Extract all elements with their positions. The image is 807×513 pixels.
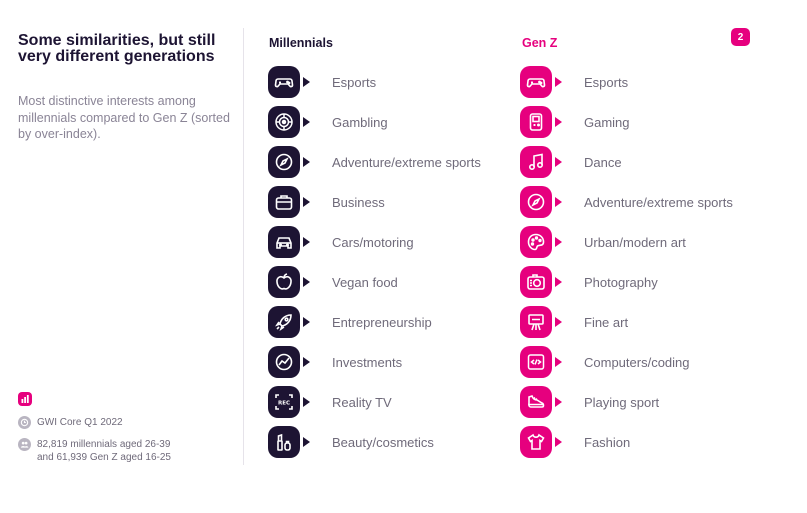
rocket-icon: [268, 306, 300, 338]
list-item: Adventure/extreme sports: [520, 184, 780, 220]
arrow-right-icon: [303, 117, 310, 127]
genz-column-title: Gen Z: [522, 36, 558, 50]
list-item: Vegan food: [268, 264, 528, 300]
source-text: GWI Core Q1 2022: [37, 417, 123, 428]
sneaker-icon: [520, 386, 552, 418]
gamepad-icon: [520, 66, 552, 98]
palette-icon: [520, 226, 552, 258]
sample-line-1: 82,819 millennials aged 26-39: [37, 439, 171, 450]
item-label: Urban/modern art: [584, 234, 686, 250]
list-item: Adventure/extreme sports: [268, 144, 528, 180]
arrow-right-icon: [555, 317, 562, 327]
arrow-right-icon: [303, 157, 310, 167]
list-item: Computers/coding: [520, 344, 780, 380]
easel-icon: [520, 306, 552, 338]
arrow-right-icon: [303, 277, 310, 287]
item-label: Computers/coding: [584, 354, 690, 370]
list-item: Photography: [520, 264, 780, 300]
arrow-right-icon: [303, 237, 310, 247]
millennials-column-title: Millennials: [269, 36, 333, 50]
svg-text:REC: REC: [278, 401, 290, 407]
column-divider: [243, 28, 244, 465]
item-label: Entrepreneurship: [332, 314, 432, 330]
page-number-badge: 2: [731, 28, 750, 46]
source-row: GWI Core Q1 2022: [18, 416, 123, 429]
item-label: Fashion: [584, 434, 631, 450]
arrow-right-icon: [303, 317, 310, 327]
handheld-console-icon: [520, 106, 552, 138]
item-label: Cars/motoring: [332, 234, 414, 250]
chart-bars-icon: [18, 392, 32, 406]
page-subtitle: Most distinctive interests among millenn…: [18, 94, 230, 141]
arrow-right-icon: [555, 77, 562, 87]
arrow-right-icon: [555, 397, 562, 407]
sample-line-2: and 61,939 Gen Z aged 16-25: [37, 452, 171, 463]
item-label: Esports: [332, 74, 377, 90]
cosmetics-icon: [268, 426, 300, 458]
roulette-icon: [268, 106, 300, 138]
clock-icon: [18, 416, 31, 429]
item-label: Fine art: [584, 314, 629, 330]
item-label: Vegan food: [332, 274, 398, 290]
list-item: Investments: [268, 344, 528, 380]
item-label: Reality TV: [332, 394, 392, 410]
arrow-right-icon: [555, 437, 562, 447]
compass-icon: [520, 186, 552, 218]
arrow-right-icon: [555, 157, 562, 167]
list-item: Urban/modern art: [520, 224, 780, 260]
list-item: Cars/motoring: [268, 224, 528, 260]
item-label: Adventure/extreme sports: [584, 194, 733, 210]
gamepad-icon: [268, 66, 300, 98]
item-label: Business: [332, 194, 385, 210]
rec-icon: REC: [268, 386, 300, 418]
list-item: Gaming: [520, 104, 780, 140]
page-title: Some similarities, but still very differ…: [18, 32, 216, 65]
arrow-right-icon: [555, 277, 562, 287]
item-label: Beauty/cosmetics: [332, 434, 434, 450]
arrow-right-icon: [555, 237, 562, 247]
arrow-right-icon: [303, 197, 310, 207]
list-item: REC Reality TV: [268, 384, 528, 420]
arrow-right-icon: [303, 357, 310, 367]
list-item: Esports: [268, 64, 528, 100]
code-icon: [520, 346, 552, 378]
people-icon: [18, 438, 31, 451]
item-label: Dance: [584, 154, 622, 170]
list-item: Business: [268, 184, 528, 220]
briefcase-icon: [268, 186, 300, 218]
item-label: Playing sport: [584, 394, 660, 410]
list-item: Esports: [520, 64, 780, 100]
sample-row: 82,819 millennials aged 26-39 and 61,939…: [18, 438, 171, 464]
camera-icon: [520, 266, 552, 298]
arrow-right-icon: [303, 77, 310, 87]
list-item: Fine art: [520, 304, 780, 340]
car-icon: [268, 226, 300, 258]
arrow-right-icon: [555, 357, 562, 367]
item-label: Gambling: [332, 114, 388, 130]
arrow-right-icon: [555, 197, 562, 207]
compass-icon: [268, 146, 300, 178]
arrow-right-icon: [303, 397, 310, 407]
chart-icon: [268, 346, 300, 378]
arrow-right-icon: [555, 117, 562, 127]
list-item: Playing sport: [520, 384, 780, 420]
apple-icon: [268, 266, 300, 298]
list-item: Entrepreneurship: [268, 304, 528, 340]
item-label: Gaming: [584, 114, 630, 130]
arrow-right-icon: [303, 437, 310, 447]
item-label: Investments: [332, 354, 403, 370]
sample-text: 82,819 millennials aged 26-39 and 61,939…: [37, 438, 171, 464]
item-label: Esports: [584, 74, 629, 90]
list-item: Dance: [520, 144, 780, 180]
list-item: Gambling: [268, 104, 528, 140]
list-item: Beauty/cosmetics: [268, 424, 528, 460]
item-label: Adventure/extreme sports: [332, 154, 481, 170]
item-label: Photography: [584, 274, 658, 290]
list-item: Fashion: [520, 424, 780, 460]
tshirt-icon: [520, 426, 552, 458]
music-note-icon: [520, 146, 552, 178]
